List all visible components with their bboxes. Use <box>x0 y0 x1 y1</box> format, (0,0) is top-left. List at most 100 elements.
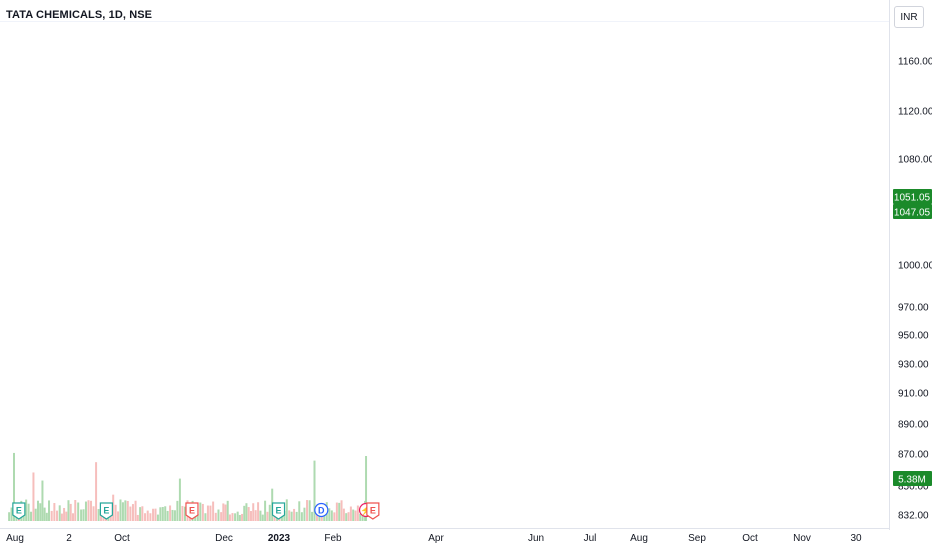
volume-bar <box>311 511 314 521</box>
volume-bar <box>220 512 223 521</box>
volume-bar <box>293 508 296 521</box>
time-tick-label: 30 <box>850 533 862 544</box>
volume-bar <box>300 512 303 521</box>
volume-bar <box>161 506 164 521</box>
volume-bar <box>342 508 345 521</box>
volume-bar <box>166 510 169 521</box>
marker-label: D <box>318 506 325 516</box>
time-tick-label: Dec <box>215 533 233 544</box>
volume-bar <box>290 511 293 521</box>
earnings-marker: E <box>366 502 380 520</box>
high-price-label: 1051.05 <box>893 189 932 204</box>
price-label-box <box>893 471 932 486</box>
volume-bar <box>156 514 159 521</box>
volume-bar <box>121 502 124 521</box>
price-tick-label: 1160.00 <box>898 57 932 68</box>
volume-bar <box>27 503 30 521</box>
volume-bar <box>39 503 42 521</box>
volume-bar <box>349 506 352 521</box>
volume-bar <box>124 500 127 521</box>
volume-bar <box>90 500 93 521</box>
volume-bar <box>82 509 85 521</box>
event-markers: E E E E D ⚡E <box>12 502 380 520</box>
volume-bar <box>149 513 152 521</box>
volume-bar <box>169 505 172 521</box>
volume-bar <box>178 478 181 521</box>
time-tick-label: Jun <box>528 533 544 544</box>
earnings-marker: E <box>12 502 26 520</box>
volume-bar <box>77 502 80 521</box>
volume-bar <box>183 506 186 521</box>
time-axis: Aug 2 Oct Dec 2023 Feb Apr Jun Jul Aug Sep Oct Nov 30 <box>6 533 862 544</box>
price-tick-label: 930.00 <box>898 360 929 371</box>
volume-bar <box>249 511 252 521</box>
currency-button[interactable]: INR <box>894 6 924 28</box>
price-tick-label: 1000.00 <box>898 261 932 272</box>
time-tick-label: Aug <box>6 533 24 544</box>
volume-bar <box>112 494 115 521</box>
volume-bar <box>259 510 262 521</box>
price-axis: 1160.00 1120.00 1080.00 1000.00 970.00 950.00… <box>898 57 932 522</box>
volume-bar <box>196 514 199 521</box>
volume-bar <box>245 503 248 521</box>
marker-label: E <box>189 506 195 516</box>
volume-bar <box>43 507 46 521</box>
volume-bar <box>224 504 227 521</box>
earnings-marker: E <box>99 502 113 520</box>
volume-bar <box>323 514 326 521</box>
volume-bar <box>231 513 234 521</box>
volume-bar <box>338 502 341 521</box>
volume-bar <box>65 511 68 521</box>
volume-bar <box>144 513 147 521</box>
volume-bar <box>241 513 244 521</box>
marker-shape <box>99 502 113 520</box>
marker-label: E <box>103 506 109 516</box>
volume-bar <box>254 510 257 521</box>
volume-bar <box>48 500 51 521</box>
volume-bar <box>119 499 122 521</box>
volume-bar <box>306 500 309 521</box>
volume-bar <box>181 505 184 521</box>
volume-bar <box>97 509 100 521</box>
price-tick-label: 970.00 <box>898 303 929 314</box>
last-price-label: 1047.05 <box>893 204 932 219</box>
volume-bar <box>345 513 348 521</box>
volume-bar <box>152 508 155 521</box>
marker-label: E <box>276 506 282 516</box>
earnings-marker: E <box>271 502 286 520</box>
marker-shape <box>271 502 286 520</box>
price-label-box <box>893 189 932 204</box>
volume-bar <box>69 503 72 521</box>
volume-bar <box>80 509 83 521</box>
marker-shape <box>314 502 329 518</box>
volume-bar <box>159 507 162 521</box>
volume-bar <box>50 510 53 521</box>
price-tick-label: 950.00 <box>898 331 929 342</box>
volume-bar <box>217 509 220 521</box>
volume-bar <box>236 511 239 521</box>
volume-bar <box>335 502 338 521</box>
volume-bar <box>204 513 207 521</box>
volume-bar <box>126 500 129 521</box>
volume-bar <box>129 506 132 521</box>
volume-bar <box>295 511 298 521</box>
volume-bar <box>340 500 343 521</box>
price-tick-label: 890.00 <box>898 420 929 431</box>
volume-bar <box>352 509 355 521</box>
marker-shape <box>366 502 380 520</box>
volume-bar <box>226 500 229 521</box>
price-tick-label: 1080.00 <box>898 155 932 166</box>
volume-bar <box>199 502 202 521</box>
volume-bar <box>243 505 246 521</box>
chart-title: TATA CHEMICALS, 1D, NSE <box>6 9 153 21</box>
volume-bar <box>139 507 142 521</box>
time-tick-label: Nov <box>793 533 811 544</box>
volume-bar <box>60 513 63 521</box>
volume-bar <box>84 501 87 521</box>
price-label-text: 1051.05 <box>894 193 931 204</box>
time-tick-label: 2023 <box>268 533 291 544</box>
volume-bar <box>209 505 212 521</box>
volume-bar <box>58 505 61 521</box>
